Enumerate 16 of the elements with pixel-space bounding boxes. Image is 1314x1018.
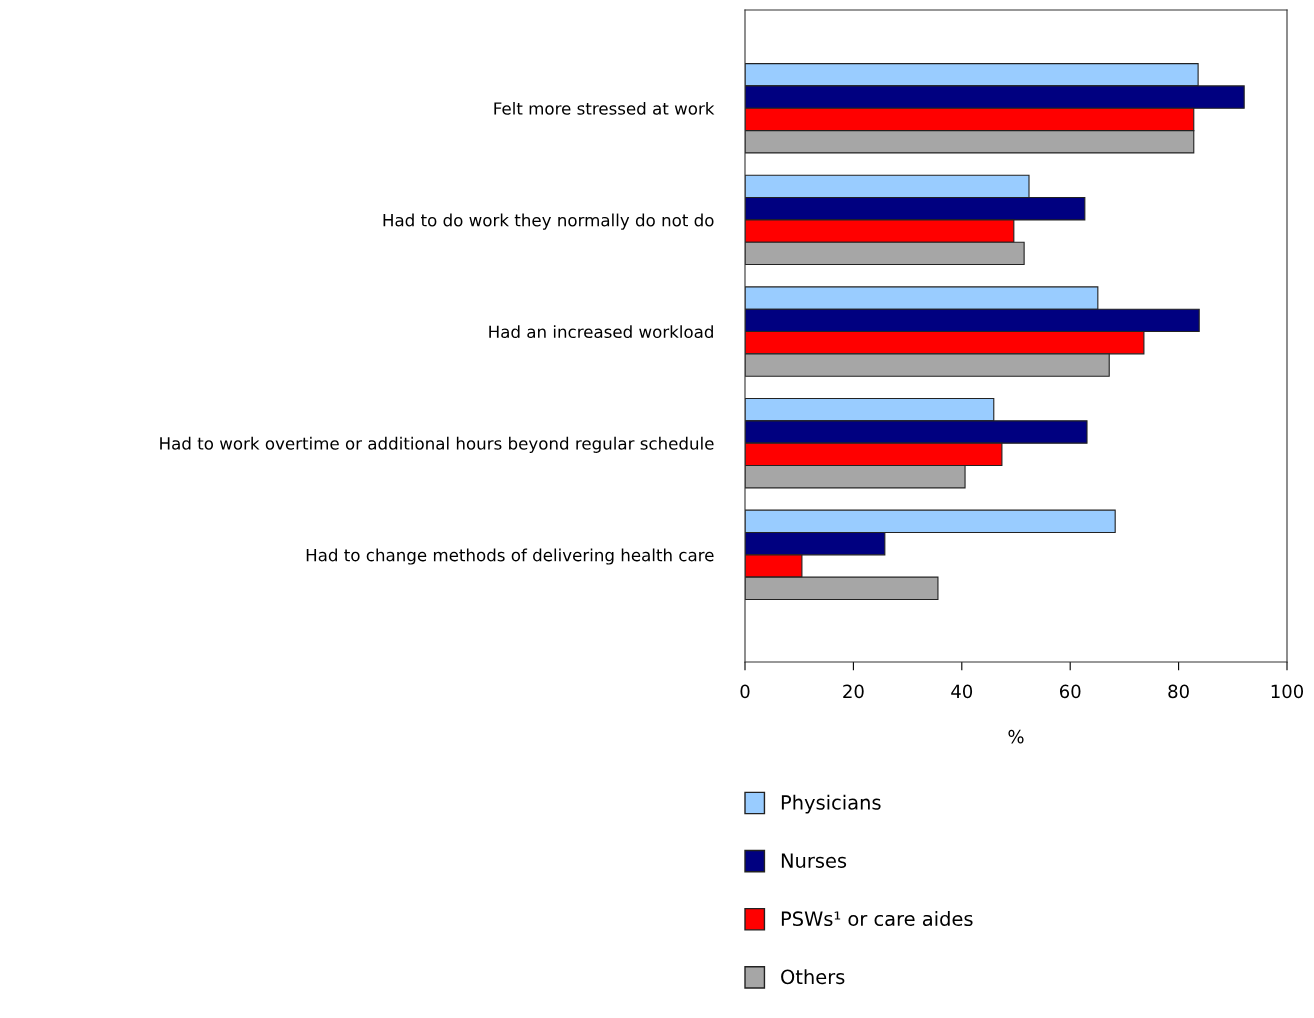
x-tick-label: 40 bbox=[951, 684, 973, 699]
x-tick-label: 100 bbox=[1271, 684, 1304, 699]
x-axis-title: % bbox=[1008, 729, 1024, 744]
y-tick-label: Had an increased workload bbox=[489, 325, 713, 339]
y-tick-label: Had to change methods of delivering health care bbox=[306, 548, 714, 565]
y-tick-label: Felt more stressed at work bbox=[494, 101, 715, 115]
legend-label: Others bbox=[781, 969, 845, 985]
x-tick-label: 80 bbox=[1168, 684, 1189, 699]
y-tick-label: Had to work overtime or additional hours beyond regular schedule bbox=[160, 436, 714, 453]
legend-label: Nurses bbox=[781, 853, 847, 868]
x-tick-label: 60 bbox=[1059, 684, 1081, 699]
y-tick-label: Had to do work they normally do not do bbox=[383, 213, 714, 230]
x-tick-label: 20 bbox=[843, 684, 864, 699]
legend-label: Physicians bbox=[781, 794, 881, 814]
x-tick-label: 0 bbox=[740, 684, 750, 699]
legend-label: PSWs¹ or care aides bbox=[781, 911, 973, 927]
